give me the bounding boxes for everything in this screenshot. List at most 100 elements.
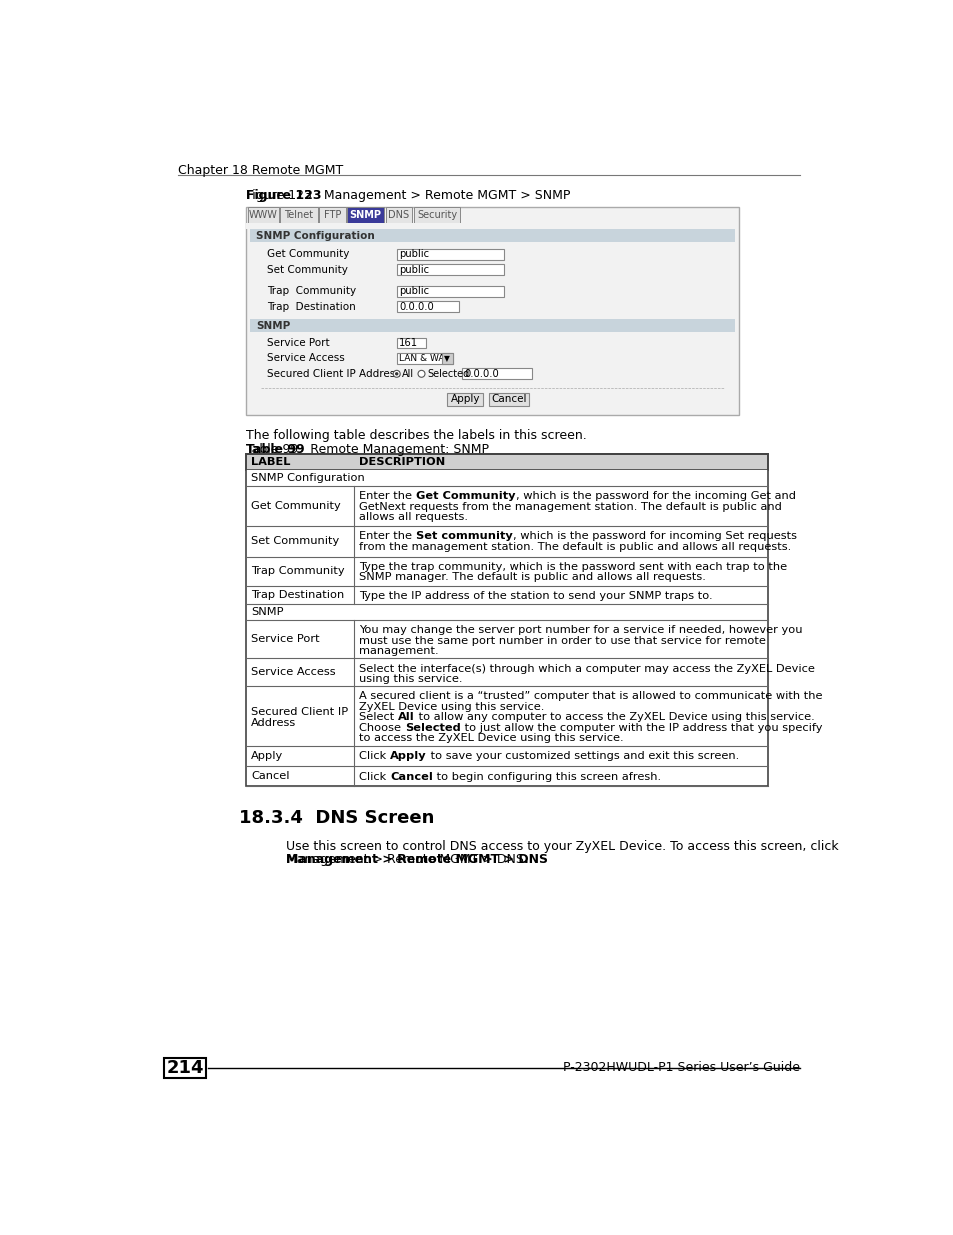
Bar bbox=[245, 585, 767, 604]
Bar bbox=[414, 207, 459, 222]
Bar bbox=[396, 249, 503, 259]
Text: Cancel: Cancel bbox=[251, 771, 289, 781]
Text: LABEL: LABEL bbox=[251, 457, 290, 467]
Text: public: public bbox=[398, 249, 429, 259]
Text: public: public bbox=[398, 287, 429, 296]
Text: DESCRIPTION: DESCRIPTION bbox=[359, 457, 445, 467]
Text: Trap Community: Trap Community bbox=[251, 567, 344, 577]
Text: SNMP: SNMP bbox=[251, 608, 283, 618]
Text: Figure 123   Management > Remote MGMT > SNMP: Figure 123 Management > Remote MGMT > SN… bbox=[245, 189, 569, 203]
Text: Get Community: Get Community bbox=[416, 492, 515, 501]
Text: allows all requests.: allows all requests. bbox=[359, 513, 468, 522]
Bar bbox=[385, 207, 412, 222]
Text: Click: Click bbox=[359, 772, 390, 782]
Text: All: All bbox=[402, 369, 414, 379]
Text: GetNext requests from the management station. The default is public and: GetNext requests from the management sta… bbox=[359, 501, 781, 511]
Text: Get Community: Get Community bbox=[267, 249, 350, 259]
Text: Use this screen to control DNS access to your ZyXEL Device. To access this scree: Use this screen to control DNS access to… bbox=[286, 840, 838, 853]
Text: Choose: Choose bbox=[359, 722, 405, 732]
Bar bbox=[441, 353, 452, 364]
Text: Apply: Apply bbox=[251, 751, 283, 761]
Text: SNMP manager. The default is public and allows all requests.: SNMP manager. The default is public and … bbox=[359, 573, 705, 583]
Text: management.: management. bbox=[359, 646, 438, 656]
Text: Selected: Selected bbox=[405, 722, 460, 732]
Text: SNMP: SNMP bbox=[350, 210, 381, 220]
Text: Figure 123: Figure 123 bbox=[245, 189, 321, 203]
Text: Chapter 18 Remote MGMT: Chapter 18 Remote MGMT bbox=[178, 163, 343, 177]
Text: Service Access: Service Access bbox=[267, 353, 345, 363]
Text: Secured Client IP Address: Secured Client IP Address bbox=[267, 369, 400, 379]
Text: Trap  Community: Trap Community bbox=[267, 287, 356, 296]
Text: ZyXEL Device using this service.: ZyXEL Device using this service. bbox=[359, 701, 544, 711]
Circle shape bbox=[395, 372, 398, 375]
Text: Enter the: Enter the bbox=[359, 531, 416, 541]
Text: Table 99: Table 99 bbox=[245, 442, 304, 456]
Text: Get Community: Get Community bbox=[251, 501, 340, 511]
Text: to begin configuring this screen afresh.: to begin configuring this screen afresh. bbox=[433, 772, 660, 782]
Bar bbox=[245, 658, 767, 687]
Bar bbox=[250, 228, 734, 242]
Text: You may change the server port number for a service if needed, however you: You may change the server port number fo… bbox=[359, 625, 802, 635]
Text: Cancel: Cancel bbox=[390, 772, 433, 782]
Text: Set Community: Set Community bbox=[251, 536, 339, 546]
Text: Type the IP address of the station to send your SNMP traps to.: Type the IP address of the station to se… bbox=[359, 592, 713, 601]
Text: Telnet: Telnet bbox=[284, 210, 314, 220]
Text: to save your customized settings and exit this screen.: to save your customized settings and exi… bbox=[427, 751, 739, 762]
Text: Trap  Destination: Trap Destination bbox=[267, 301, 355, 311]
Text: 0.0.0.0: 0.0.0.0 bbox=[398, 301, 434, 311]
Bar bbox=[245, 485, 767, 526]
Bar bbox=[245, 207, 739, 415]
Text: to access the ZyXEL Device using this service.: to access the ZyXEL Device using this se… bbox=[359, 734, 623, 743]
Text: 214: 214 bbox=[166, 1060, 204, 1077]
Text: Trap Destination: Trap Destination bbox=[251, 590, 344, 600]
Text: DNS: DNS bbox=[388, 210, 409, 220]
Text: to allow any computer to access the ZyXEL Device using this service.: to allow any computer to access the ZyXE… bbox=[415, 713, 814, 722]
Text: Select the interface(s) through which a computer may access the ZyXEL Device: Select the interface(s) through which a … bbox=[359, 663, 815, 674]
Text: Apply: Apply bbox=[390, 751, 427, 762]
Text: Service Port: Service Port bbox=[267, 338, 330, 348]
Text: 18.3.4  DNS Screen: 18.3.4 DNS Screen bbox=[239, 809, 435, 827]
Text: FTP: FTP bbox=[323, 210, 341, 220]
Bar bbox=[396, 264, 503, 275]
Text: , which is the password for the incoming Get and: , which is the password for the incoming… bbox=[515, 492, 795, 501]
Text: .: . bbox=[523, 853, 528, 866]
Text: All: All bbox=[398, 713, 415, 722]
Bar bbox=[245, 766, 767, 787]
Text: to just allow the computer with the IP address that you specify: to just allow the computer with the IP a… bbox=[460, 722, 821, 732]
Text: Secured Client IP: Secured Client IP bbox=[251, 708, 348, 718]
Text: Apply: Apply bbox=[450, 394, 479, 404]
Text: Service Port: Service Port bbox=[251, 634, 319, 645]
Text: must use the same port number in order to use that service for remote: must use the same port number in order t… bbox=[359, 636, 765, 646]
Bar bbox=[280, 207, 317, 222]
Bar bbox=[250, 319, 734, 332]
Text: SNMP Configuration: SNMP Configuration bbox=[256, 231, 375, 241]
Text: 161: 161 bbox=[398, 338, 417, 348]
Text: Management > Remote MGMT > DNS: Management > Remote MGMT > DNS bbox=[286, 853, 523, 866]
Bar bbox=[245, 453, 767, 787]
Text: SNMP Configuration: SNMP Configuration bbox=[251, 473, 364, 483]
Text: WWW: WWW bbox=[249, 210, 277, 220]
Bar bbox=[246, 222, 738, 228]
Bar bbox=[396, 301, 458, 312]
Text: Table 99   Remote Management: SNMP: Table 99 Remote Management: SNMP bbox=[245, 442, 488, 456]
Text: 0.0.0.0: 0.0.0.0 bbox=[464, 369, 498, 379]
Bar bbox=[447, 393, 482, 406]
Bar bbox=[396, 353, 452, 364]
Text: LAN & WAN: LAN & WAN bbox=[398, 354, 451, 363]
Bar bbox=[319, 207, 345, 222]
Bar bbox=[245, 526, 767, 557]
Text: Set community: Set community bbox=[416, 531, 513, 541]
Text: SNMP: SNMP bbox=[256, 321, 291, 331]
Text: Select: Select bbox=[359, 713, 398, 722]
Text: , which is the password for incoming Set requests: , which is the password for incoming Set… bbox=[513, 531, 796, 541]
Text: The following table describes the labels in this screen.: The following table describes the labels… bbox=[245, 429, 586, 442]
Bar bbox=[245, 746, 767, 766]
Text: Management > Remote MGMT > DNS: Management > Remote MGMT > DNS bbox=[286, 853, 547, 866]
Text: A secured client is a “trusted” computer that is allowed to communicate with the: A secured client is a “trusted” computer… bbox=[359, 692, 822, 701]
Text: Type the trap community, which is the password sent with each trap to the: Type the trap community, which is the pa… bbox=[359, 562, 787, 572]
Text: Enter the: Enter the bbox=[359, 492, 416, 501]
Bar bbox=[461, 368, 531, 379]
Text: from the management station. The default is public and allows all requests.: from the management station. The default… bbox=[359, 542, 791, 552]
Text: P-2302HWUDL-P1 Series User’s Guide: P-2302HWUDL-P1 Series User’s Guide bbox=[562, 1061, 799, 1074]
Circle shape bbox=[393, 370, 399, 377]
